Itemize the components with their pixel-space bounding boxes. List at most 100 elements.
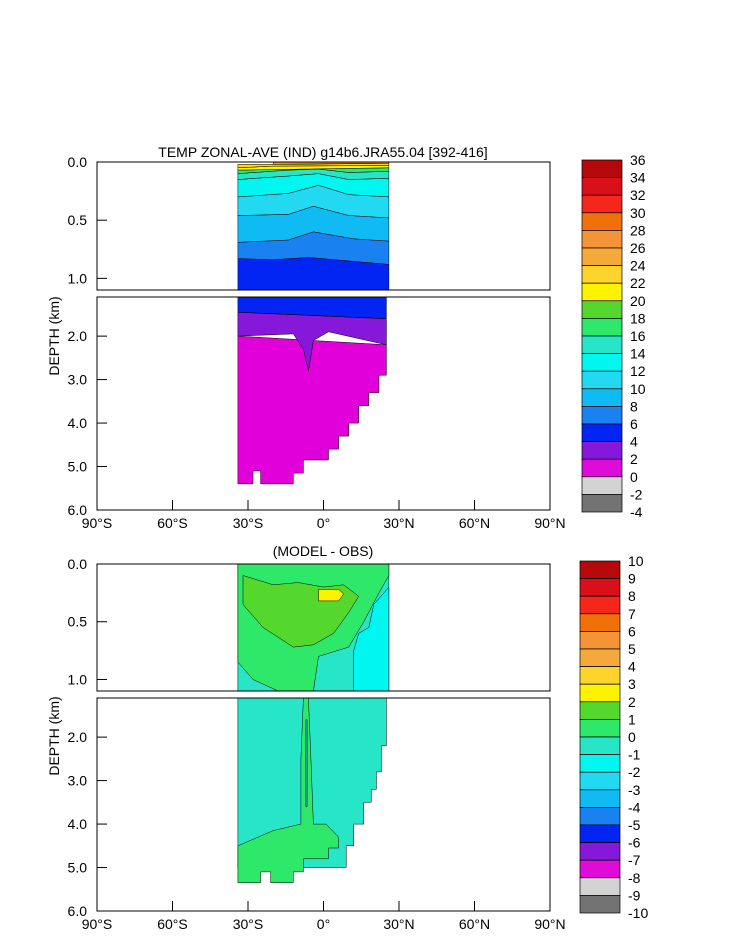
colorbar-swatch — [581, 388, 623, 407]
colorbar-swatch — [579, 719, 621, 738]
y-tick-label: 5.0 — [68, 459, 88, 475]
colorbar-label: -3 — [628, 782, 641, 798]
colorbar-swatch — [579, 859, 621, 879]
colorbar-label: 34 — [630, 170, 646, 186]
y-tick-label: 4.0 — [68, 816, 88, 832]
colorbar-swatch — [581, 494, 623, 513]
x-tick-label: 0° — [317, 916, 330, 932]
axis-ticks: 90°S 60°S 30°S 0° 30°N 60°N 90°N 0.0 0.5 1.0 2.0 3.… — [68, 154, 566, 531]
colorbar-label: 26 — [630, 240, 646, 256]
colorbar-swatch — [581, 247, 623, 266]
colorbar-swatch — [579, 736, 621, 755]
colorbar-swatch — [579, 595, 621, 615]
y-tick-label: 6.0 — [68, 502, 88, 518]
panel-title: (MODEL - OBS) — [273, 543, 374, 559]
y-tick-label: 3.0 — [68, 372, 88, 388]
colorbar-swatch — [581, 318, 623, 337]
colorbar-label: -5 — [628, 817, 641, 833]
colorbar-swatch — [581, 441, 623, 460]
contour-band-4 — [318, 589, 344, 602]
lower-contour-fill — [237, 296, 387, 485]
colorbar-swatch — [581, 423, 623, 442]
x-tick-label: 90°N — [534, 515, 565, 531]
colorbar-label: 36 — [630, 152, 646, 168]
contour-band-1 — [237, 697, 339, 883]
colorbar-label: 6 — [628, 623, 636, 639]
y-tick-label: 1.0 — [68, 671, 88, 687]
colorbar-label: 18 — [630, 310, 646, 326]
colorbar-swatch — [581, 230, 623, 249]
colorbar-label: 16 — [630, 328, 646, 344]
colorbar-label: 7 — [628, 606, 636, 622]
colorbar-label: 24 — [630, 258, 646, 274]
colorbar-swatch — [579, 789, 621, 808]
colorbar-label: -6 — [628, 835, 641, 851]
y-tick-label: 0.5 — [68, 212, 88, 228]
colorbar-label: 2 — [630, 451, 638, 467]
colorbar-swatch — [579, 842, 621, 861]
colorbar-label: 22 — [630, 275, 646, 291]
x-tick-label: 60°N — [459, 515, 490, 531]
colorbar-label: 30 — [630, 205, 646, 221]
colorbar-label: -7 — [628, 852, 641, 868]
colorbar-swatch — [581, 335, 623, 354]
y-axis-label: DEPTH (km) — [46, 696, 62, 775]
y-tick-label: 3.0 — [68, 773, 88, 789]
colorbar-label: 12 — [630, 363, 646, 379]
colorbar-swatch — [581, 370, 623, 390]
x-tick-label: 60°S — [157, 916, 188, 932]
y-tick-label: 2.0 — [68, 729, 88, 745]
colorbar-label: 0 — [630, 469, 638, 485]
upper-contour-fill — [237, 161, 390, 291]
colorbar-swatch — [581, 353, 623, 372]
panel-title: TEMP ZONAL-AVE (IND) g14b6.JRA55.04 [392… — [158, 144, 487, 160]
colorbar-label: 5 — [628, 641, 636, 657]
colorbar-swatch — [579, 824, 621, 843]
x-tick-label: 30°N — [383, 515, 414, 531]
y-tick-label: 1.0 — [68, 270, 88, 286]
y-tick-label: 0.0 — [68, 556, 88, 572]
y-axis-label: DEPTH (km) — [46, 296, 62, 375]
axis-ticks: 90°S 60°S 30°S 0° 30°N 60°N 90°N 0.0 0.5 1.0 2.0 3.… — [68, 556, 566, 932]
colorbar-swatch — [579, 578, 621, 597]
colorbar-swatch — [579, 877, 621, 896]
colorbar-swatch — [579, 613, 621, 632]
y-tick-label: 4.0 — [68, 415, 88, 431]
colorbar-label: 14 — [630, 346, 646, 362]
colorbar-label: 0 — [628, 729, 636, 745]
x-tick-label: 60°S — [157, 515, 188, 531]
colorbar-label: 6 — [630, 416, 638, 432]
colorbar-label: -1 — [628, 747, 641, 763]
colorbar-label: 8 — [628, 588, 636, 604]
colorbar-label: 28 — [630, 222, 646, 238]
colorbar-swatch — [579, 648, 621, 667]
x-tick-label: 90°S — [82, 916, 113, 932]
colorbar-swatch — [581, 265, 623, 284]
upper-plot-frame — [96, 161, 551, 291]
colorbar-label: -4 — [630, 504, 643, 520]
model-minus-obs-panel: (MODEL - OBS) 90°S 60°S 30°S 0° 30°N 60°N 90°N… — [46, 543, 648, 932]
colorbar-swatch — [579, 807, 621, 826]
colorbar-label: 8 — [630, 398, 638, 414]
contour-band-0 — [237, 697, 387, 868]
colorbar-swatch — [579, 666, 621, 685]
colorbar-label: -2 — [628, 764, 641, 780]
colorbar-label: 20 — [630, 293, 646, 309]
colorbar-swatch — [581, 194, 623, 214]
colorbar-label: 3 — [628, 676, 636, 692]
x-tick-label: 30°S — [233, 916, 264, 932]
colorbar-swatch — [579, 701, 621, 720]
colorbar-label: 10 — [630, 381, 646, 397]
colorbar-label: -9 — [628, 887, 641, 903]
contour-band-1 — [353, 586, 390, 692]
y-tick-label: 0.5 — [68, 614, 88, 630]
colorbar-swatch — [581, 476, 623, 495]
y-tick-label: 5.0 — [68, 860, 88, 876]
y-tick-label: 2.0 — [68, 328, 88, 344]
colorbar-label: 10 — [628, 553, 644, 569]
x-tick-label: 0° — [317, 515, 330, 531]
colorbar-label: 4 — [628, 659, 636, 675]
